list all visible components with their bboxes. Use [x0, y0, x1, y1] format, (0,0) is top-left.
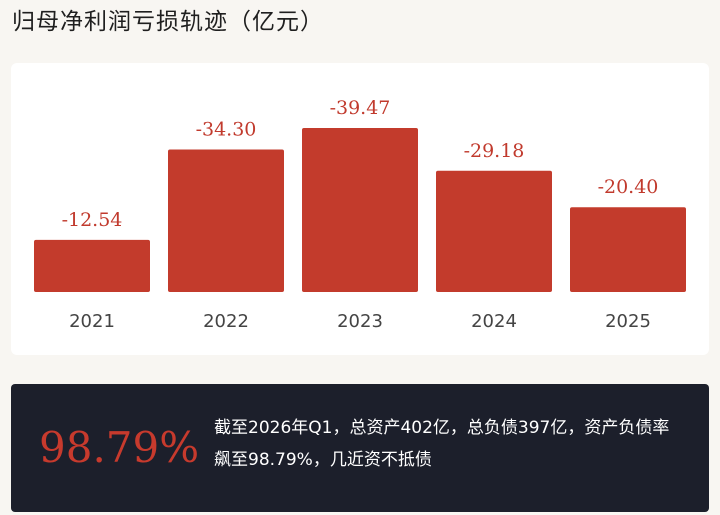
bar-chart: -12.54 2021 -34.30 2022 -39.47 2023 -29.18 2024…	[34, 97, 686, 332]
bar-2024	[436, 170, 552, 292]
x-tick-label-2024: 2024	[471, 311, 517, 332]
bar-2023	[302, 128, 418, 292]
value-label-2025: -20.40	[598, 176, 659, 198]
value-label-2023: -39.47	[330, 97, 391, 119]
chart-card: -12.54 2021 -34.30 2022 -39.47 2023 -29.18 2024…	[11, 63, 709, 355]
bar-2022	[168, 149, 284, 292]
x-tick-label-2021: 2021	[69, 311, 115, 332]
bar-2025	[570, 207, 686, 292]
chart-title: 归母净利润亏损轨迹（亿元）	[12, 9, 324, 35]
value-label-2024: -29.18	[464, 140, 525, 162]
bar-2021	[34, 239, 150, 292]
x-tick-label-2023: 2023	[337, 311, 383, 332]
x-tick-label-2025: 2025	[605, 311, 651, 332]
summary-text: 截至2026年Q1，总资产402亿，总负债397亿，资产负债率飙至98.79%，…	[214, 418, 670, 470]
x-tick-label-2022: 2022	[203, 311, 249, 332]
value-label-2022: -34.30	[196, 118, 257, 140]
value-label-2021: -12.54	[62, 209, 123, 231]
debt-ratio-highlight: 98.79%	[39, 423, 200, 472]
summary-panel: 98.79% 截至2026年Q1，总资产402亿，总负债397亿，资产负债率飙至…	[11, 384, 709, 512]
